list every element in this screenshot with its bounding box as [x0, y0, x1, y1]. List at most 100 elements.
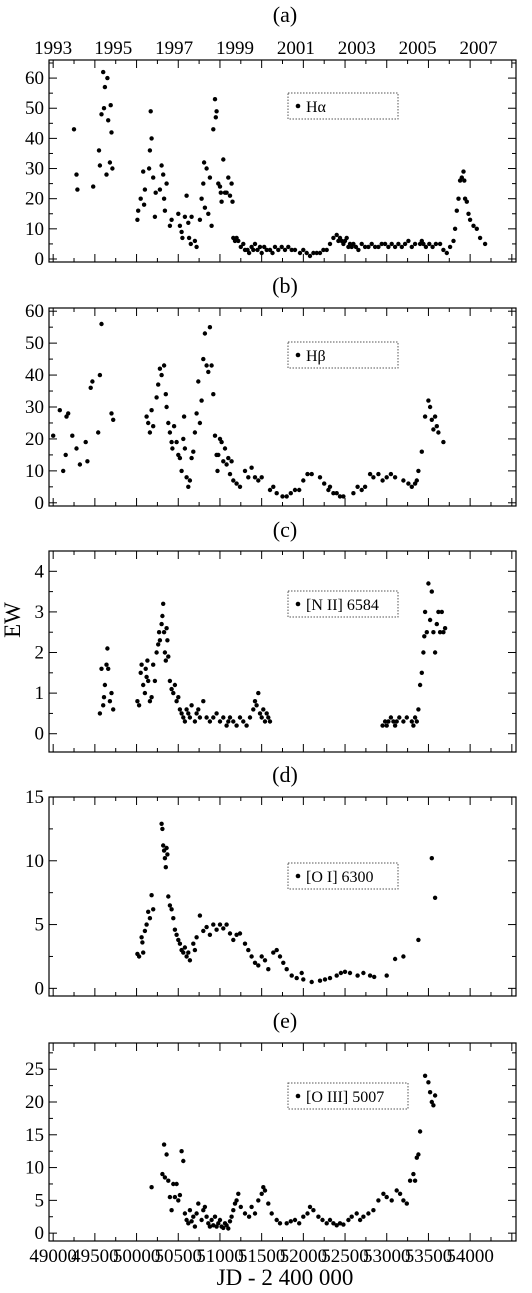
data-point — [99, 112, 104, 117]
data-point — [191, 1214, 196, 1219]
data-point — [111, 417, 116, 422]
data-point — [184, 707, 189, 712]
data-point — [141, 202, 147, 207]
data-point — [209, 223, 214, 228]
data-point — [327, 241, 333, 247]
data-point — [305, 1211, 310, 1216]
data-point — [227, 715, 233, 720]
data-point — [416, 468, 421, 474]
data-point — [231, 1208, 236, 1213]
data-point — [97, 711, 103, 716]
data-point — [107, 160, 113, 165]
data-point — [181, 1158, 186, 1164]
data-point — [192, 1224, 198, 1229]
data-point — [105, 646, 110, 651]
y-tick-label: 60 — [25, 68, 44, 89]
legend: [N II] 6584 — [287, 590, 399, 618]
data-point — [361, 970, 366, 976]
data-point — [367, 471, 373, 477]
data-point — [211, 922, 216, 927]
y-tick-label: 0 — [35, 493, 45, 514]
data-point — [201, 928, 206, 934]
data-point — [231, 937, 236, 943]
data-point — [454, 208, 459, 213]
data-point — [426, 581, 431, 586]
data-point — [389, 241, 394, 247]
y-tick-label: 5 — [35, 915, 45, 936]
data-point — [376, 244, 381, 250]
y-tick-label: 40 — [25, 128, 44, 149]
data-point — [216, 452, 221, 458]
data-point — [206, 211, 211, 216]
data-point — [174, 699, 179, 704]
data-point — [459, 175, 464, 180]
legend-marker — [295, 1093, 301, 1099]
data-point — [307, 253, 313, 259]
data-point — [404, 1201, 409, 1206]
data-point — [464, 199, 469, 204]
data-point — [401, 954, 406, 959]
data-point — [394, 1188, 399, 1193]
data-point — [462, 178, 467, 183]
data-point — [441, 630, 446, 635]
data-point — [156, 382, 161, 387]
data-point — [181, 950, 186, 955]
data-point — [141, 950, 146, 955]
data-point — [331, 1221, 336, 1226]
data-point — [147, 916, 153, 921]
data-point — [388, 471, 394, 477]
data-point — [467, 217, 473, 222]
x-tick-label: 52000 — [280, 1246, 328, 1267]
data-point — [297, 487, 302, 493]
data-point — [423, 244, 429, 250]
data-point — [184, 193, 189, 198]
data-point — [207, 325, 213, 330]
y-tick-label: 0 — [35, 249, 45, 270]
data-series — [97, 581, 448, 728]
y-tick-label: 50 — [25, 98, 44, 119]
data-point — [101, 703, 106, 708]
data-point — [106, 666, 111, 671]
data-point — [109, 130, 114, 135]
data-point — [430, 244, 435, 250]
data-point — [359, 241, 364, 247]
data-point — [167, 678, 173, 684]
data-point — [157, 638, 163, 643]
data-point — [201, 699, 206, 704]
year-tick-label: 1995 — [94, 38, 132, 59]
data-point — [179, 229, 184, 235]
data-point — [371, 1208, 376, 1213]
data-point — [204, 363, 209, 368]
data-series — [149, 1073, 438, 1231]
data-point — [145, 658, 150, 663]
data-point — [324, 1221, 329, 1226]
data-point — [277, 954, 283, 959]
data-point — [176, 695, 181, 700]
data-point — [186, 235, 192, 241]
data-point — [156, 630, 162, 635]
year-tick-label: 2003 — [338, 38, 376, 59]
data-point — [254, 703, 259, 708]
data-point — [211, 1223, 216, 1228]
data-point — [419, 670, 424, 675]
data-point — [224, 462, 229, 467]
data-point — [309, 471, 314, 477]
data-point — [249, 1204, 254, 1210]
data-point — [97, 163, 103, 168]
data-series — [71, 69, 488, 259]
data-point — [191, 941, 196, 946]
data-point — [401, 478, 406, 483]
data-point — [187, 715, 193, 720]
data-point — [409, 244, 414, 250]
data-point — [234, 723, 239, 728]
data-point — [177, 455, 183, 461]
data-point — [204, 715, 209, 720]
data-point — [187, 478, 193, 483]
data-point — [194, 244, 199, 250]
data-point — [246, 1214, 252, 1219]
data-point — [176, 1198, 181, 1203]
y-tick-label: 25 — [25, 1059, 44, 1080]
data-point — [142, 928, 148, 934]
data-point — [301, 478, 306, 483]
plot-frame — [48, 550, 517, 753]
